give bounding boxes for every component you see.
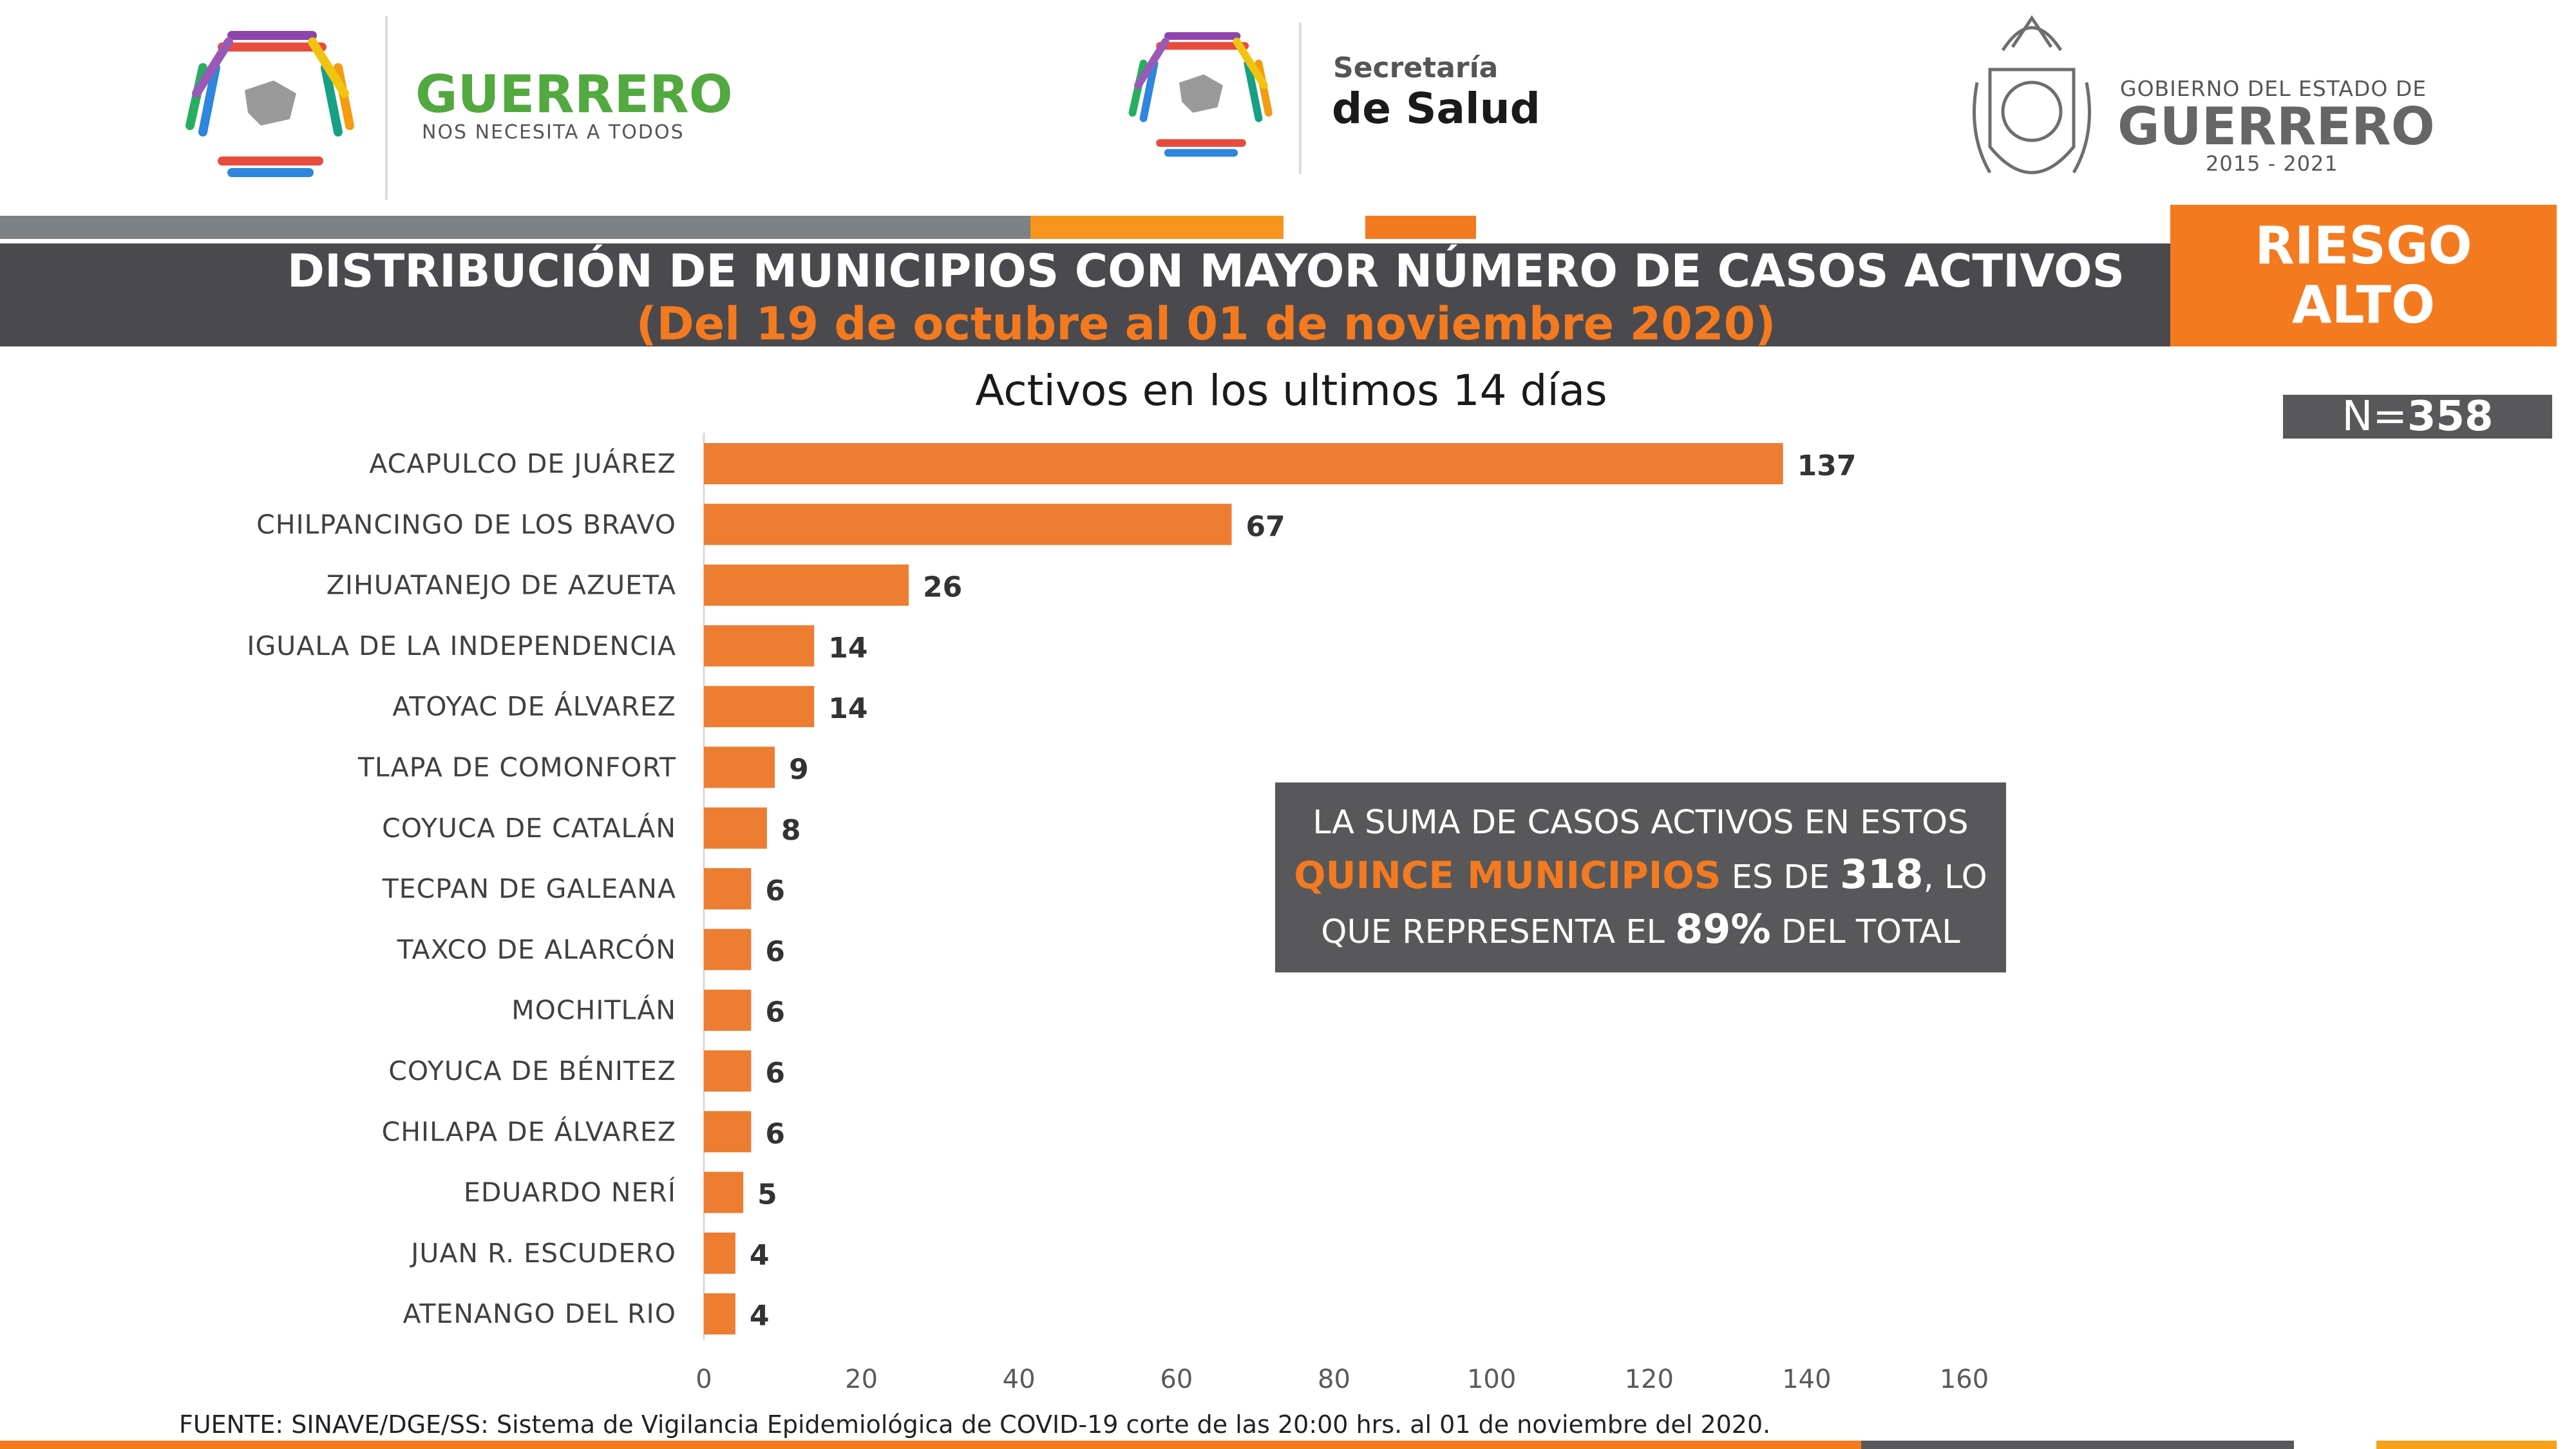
x-tick-label-0: 0	[696, 1365, 712, 1394]
bar-atenango-del-rio	[704, 1293, 735, 1335]
x-tick-label-60: 60	[1160, 1365, 1193, 1394]
data-label-iguala-de-la-independencia: 14	[828, 632, 867, 665]
category-label-chilpancingo-de-los-bravo: CHILPANCINGO DE LOS BRAVO	[256, 509, 676, 540]
total-cases-value: 358	[2407, 393, 2494, 440]
bar-zihuatanejo-de-azueta	[704, 564, 909, 606]
category-label-tlapa-de-comonfort: TLAPA DE COMONFORT	[357, 752, 676, 783]
x-tick-label-40: 40	[1003, 1365, 1036, 1394]
x-tick-label-120: 120	[1625, 1365, 1674, 1394]
bar-coyuca-de-catalan	[704, 807, 767, 849]
note-highlight: QUINCE MUNICIPIOS	[1294, 853, 1721, 897]
summary-note: LA SUMA DE CASOS ACTIVOS EN ESTOS QUINCE…	[1275, 782, 2006, 972]
footer-stripe-orange-2	[2376, 1441, 2557, 1449]
page-subtitle: (Del 19 de octubre al 01 de noviembre 20…	[636, 298, 1776, 350]
title-bar	[0, 243, 2170, 346]
data-label-acapulco-de-juarez: 137	[1797, 450, 1857, 482]
gobierno-logo-line1: GOBIERNO DEL ESTADO DE	[2120, 76, 2427, 101]
guerrero-emblem-icon	[185, 31, 354, 177]
data-label-taxco-de-alarcon: 6	[765, 935, 785, 968]
bar-chilapa-de-alvarez	[704, 1111, 752, 1153]
state-coat-of-arms-icon	[1973, 15, 2091, 175]
category-label-acapulco-de-juarez: ACAPULCO DE JUÁREZ	[369, 448, 676, 479]
category-label-tecpan-de-galeana: TECPAN DE GALEANA	[382, 873, 676, 904]
bar-chilpancingo-de-los-bravo	[704, 504, 1232, 545]
category-label-eduardo-neri: EDUARDO NERÍ	[464, 1177, 676, 1208]
risk-line1: RIESGO	[2255, 216, 2472, 276]
page-title: DISTRIBUCIÓN DE MUNICIPIOS CON MAYOR NÚM…	[287, 245, 2125, 298]
data-label-atenango-del-rio: 4	[750, 1300, 770, 1332]
category-label-coyuca-de-benitez: COYUCA DE BÉNITEZ	[388, 1056, 676, 1086]
category-label-mochitlan: MOCHITLÁN	[511, 995, 676, 1026]
bar-coyuca-de-benitez	[704, 1050, 752, 1092]
bar-acapulco-de-juarez	[704, 443, 1783, 484]
total-cases-label: N=	[2342, 393, 2407, 440]
data-label-eduardo-neri: 5	[757, 1179, 777, 1211]
footer-stripe-gray	[1861, 1441, 2294, 1449]
data-label-juan-r-escudero: 4	[750, 1239, 770, 1272]
category-label-zihuatanejo-de-azueta: ZIHUATANEJO DE AZUETA	[327, 570, 676, 601]
salud-logo-line1: Secretaría	[1333, 52, 1499, 84]
data-label-coyuca-de-benitez: 6	[765, 1057, 785, 1090]
x-tick-label-100: 100	[1467, 1365, 1516, 1394]
note-sum: 318	[1840, 850, 1924, 898]
category-label-iguala-de-la-independencia: IGUALA DE LA INDEPENDENCIA	[247, 630, 676, 661]
data-label-chilpancingo-de-los-bravo: 67	[1245, 510, 1285, 543]
salud-logo-line2: de Salud	[1332, 84, 1540, 133]
source-note: FUENTE: SINAVE/DGE/SS: Sistema de Vigila…	[179, 1410, 1771, 1439]
x-tick-label-20: 20	[845, 1365, 878, 1394]
data-label-chilapa-de-alvarez: 6	[765, 1117, 785, 1150]
guerrero-logo-sub: NOS NECESITA A TODOS	[422, 121, 685, 144]
x-tick-label-160: 160	[1940, 1365, 1989, 1394]
x-tick-label-80: 80	[1318, 1365, 1350, 1394]
risk-badge: RIESGO ALTO	[2170, 205, 2557, 346]
note-line2: QUINCE MUNICIPIOS ES DE 318, LO	[1294, 850, 1987, 898]
data-label-tlapa-de-comonfort: 9	[789, 753, 809, 786]
data-label-atoyac-de-alvarez: 14	[828, 692, 867, 725]
note-line1: LA SUMA DE CASOS ACTIVOS EN ESTOS	[1312, 803, 1969, 842]
risk-line2: ALTO	[2291, 275, 2436, 335]
gobierno-logo-line3: 2015 - 2021	[2206, 151, 2338, 176]
salud-emblem-icon	[1128, 32, 1273, 157]
gobierno-logo-line2: GUERRERO	[2117, 97, 2435, 156]
category-label-coyuca-de-catalan: COYUCA DE CATALÁN	[382, 813, 676, 844]
bar-iguala-de-la-independencia	[704, 625, 815, 667]
header-stripe-orange-2	[1365, 216, 1476, 239]
bar-eduardo-neri	[704, 1171, 744, 1213]
data-label-zihuatanejo-de-azueta: 26	[923, 571, 962, 604]
guerrero-logo-main: GUERRERO	[415, 64, 733, 124]
header-stripe-gray	[0, 216, 1030, 239]
chart-title: Activos en los ultimos 14 días	[975, 366, 1607, 415]
category-label-atenango-del-rio: ATENANGO DEL RIO	[403, 1298, 676, 1329]
bar-mochitlan	[704, 989, 752, 1031]
data-label-coyuca-de-catalan: 8	[781, 814, 801, 847]
category-label-taxco-de-alarcon: TAXCO DE ALARCÓN	[397, 934, 676, 965]
data-label-mochitlan: 6	[765, 996, 785, 1029]
bar-juan-r-escudero	[704, 1232, 735, 1274]
header-stripe-orange-1	[1030, 216, 1283, 239]
note-percent: 89%	[1675, 905, 1771, 952]
bar-taxco-de-alarcon	[704, 929, 752, 971]
bar-atoyac-de-alvarez	[704, 686, 815, 728]
footer-stripe-orange	[0, 1441, 1861, 1449]
category-label-juan-r-escudero: JUAN R. ESCUDERO	[409, 1238, 676, 1269]
data-label-tecpan-de-galeana: 6	[765, 875, 785, 907]
bar-tecpan-de-galeana	[704, 868, 752, 910]
total-cases-badge: N=358	[2283, 395, 2552, 439]
x-tick-label-140: 140	[1782, 1365, 1831, 1394]
category-label-chilapa-de-alvarez: CHILAPA DE ÁLVAREZ	[382, 1116, 676, 1147]
bar-tlapa-de-comonfort	[704, 746, 775, 788]
note-line3: QUE REPRESENTA EL 89% DEL TOTAL	[1321, 905, 1960, 952]
category-label-atoyac-de-alvarez: ATOYAC DE ÁLVAREZ	[392, 691, 676, 722]
